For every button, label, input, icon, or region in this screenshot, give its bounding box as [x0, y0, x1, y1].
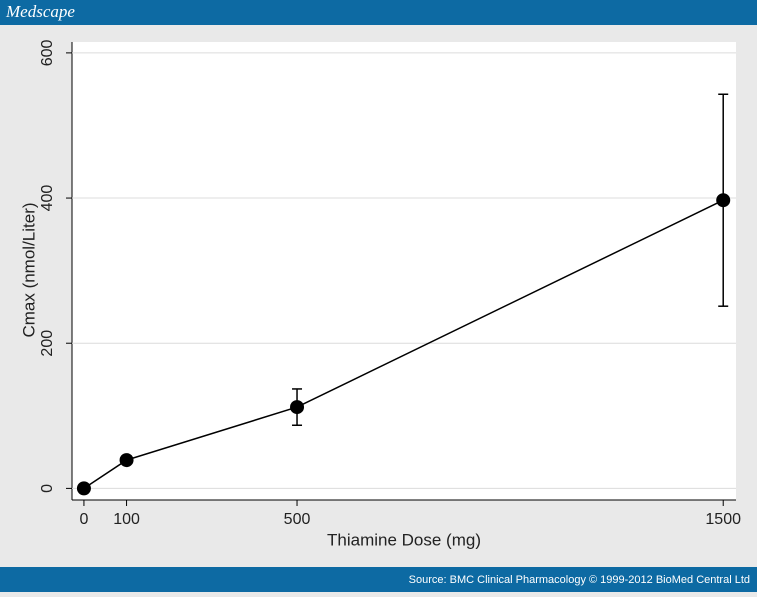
y-tick-label: 0 [39, 484, 56, 493]
brand: Medscape [5, 2, 75, 21]
series-line [83, 199, 724, 490]
y-tick-label: 600 [39, 39, 56, 66]
x-tick-label: 0 [79, 511, 88, 528]
point [119, 453, 134, 468]
footer-bar [0, 567, 757, 592]
x-tick-label: 500 [284, 511, 311, 528]
point [716, 193, 731, 208]
point [290, 400, 305, 415]
source: Source: BMC Clinical Pharmacology © 1999… [409, 574, 750, 586]
y-axis-title: Cmax (nmol/Liter) [19, 202, 38, 337]
y-tick-label: 200 [39, 330, 56, 357]
x-tick-label: 100 [113, 511, 140, 528]
point [76, 481, 91, 496]
x-axis-title: Thiamine Dose (mg) [327, 530, 481, 549]
header-bar [0, 0, 757, 25]
x-tick-label: 1500 [705, 511, 741, 528]
y-tick-label: 400 [39, 185, 56, 212]
plot-area [72, 42, 736, 500]
